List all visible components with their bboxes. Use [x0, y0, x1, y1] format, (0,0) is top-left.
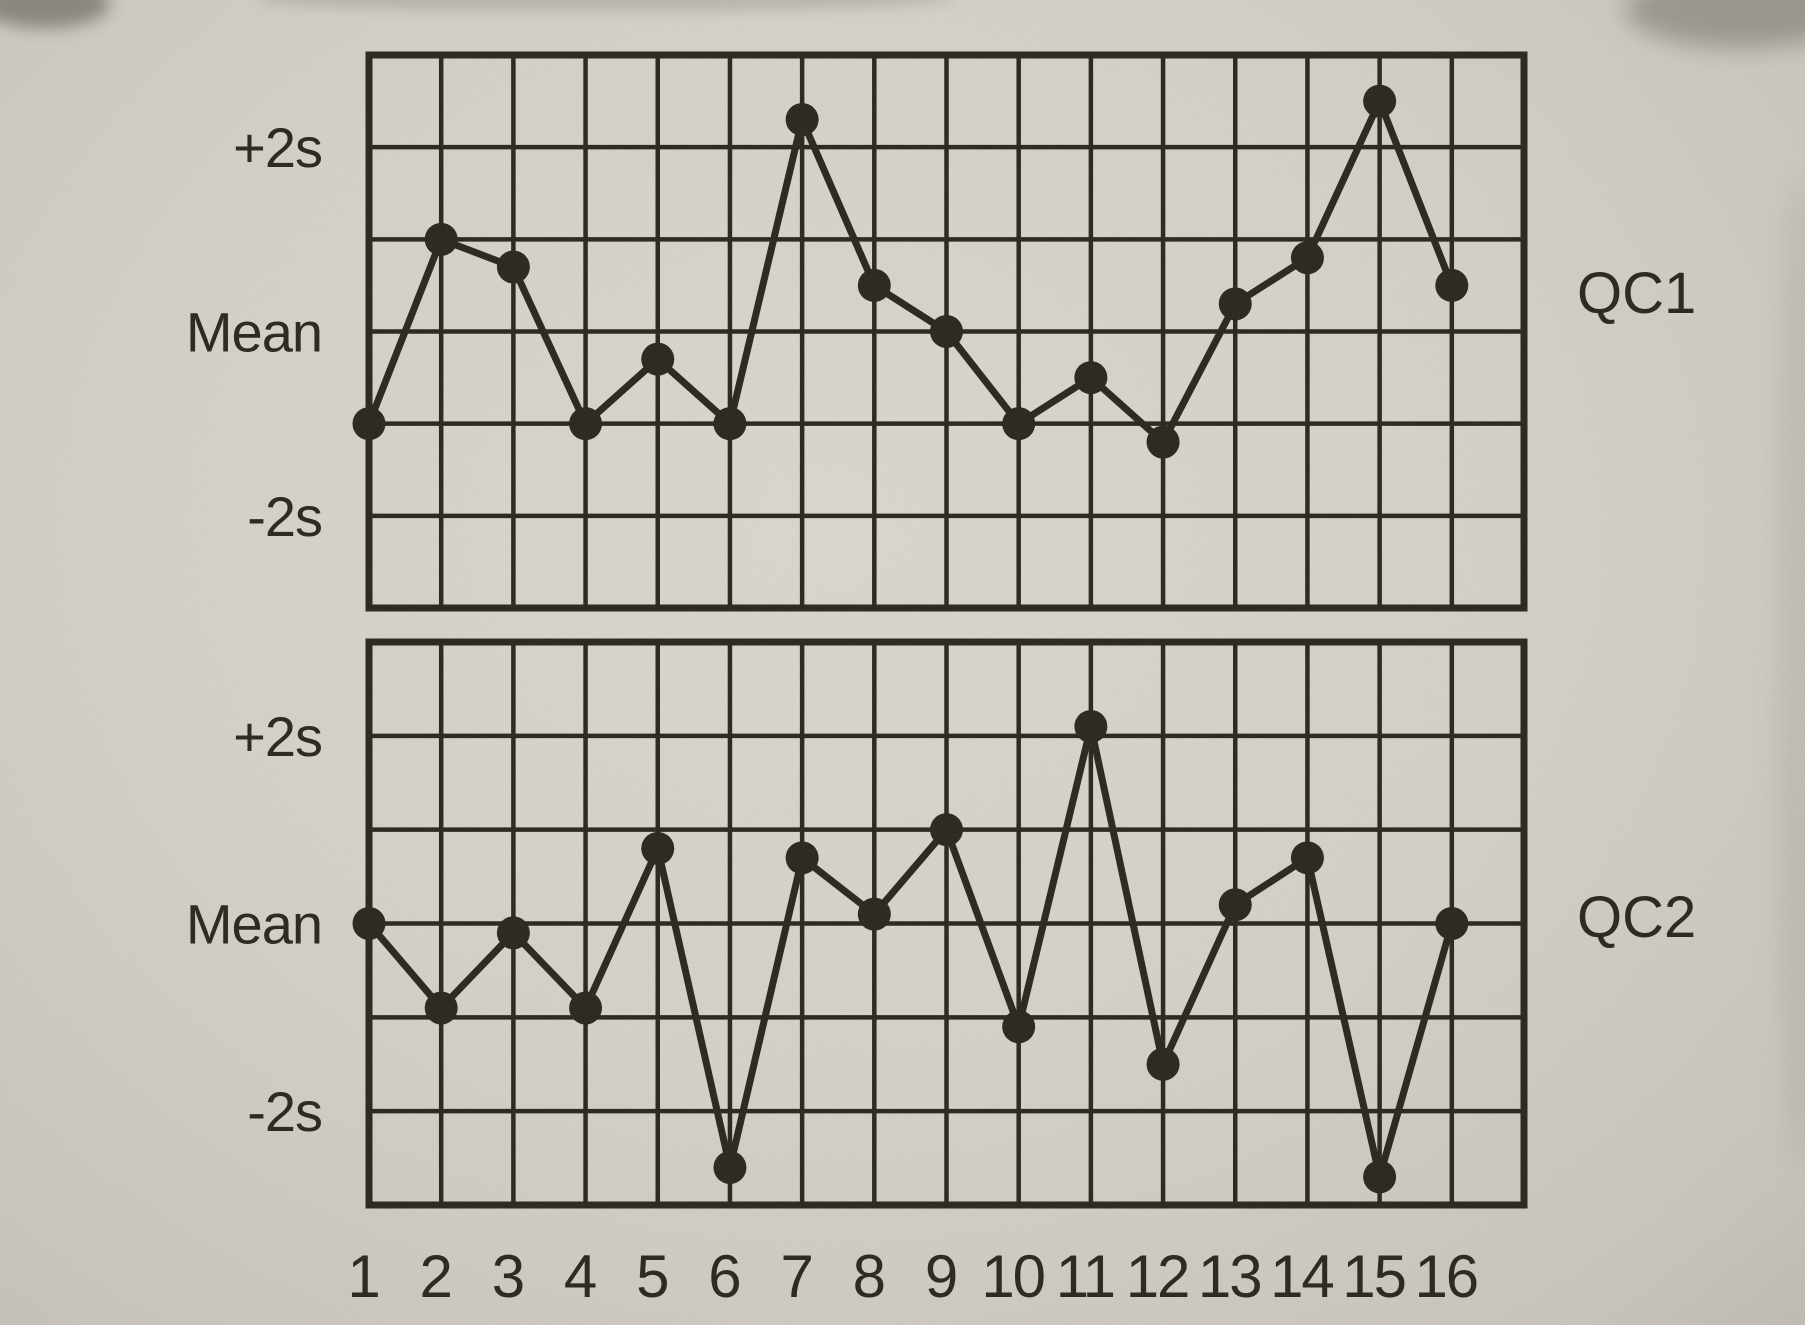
- paper-grain-texture: [0, 0, 1805, 1325]
- scanned-textbook-figure: +2s Mean -2s +2s Mean -2s QC1 QC2 123456…: [0, 0, 1805, 1325]
- levey-jennings-qc-charts: +2s Mean -2s +2s Mean -2s QC1 QC2 123456…: [0, 0, 1805, 1325]
